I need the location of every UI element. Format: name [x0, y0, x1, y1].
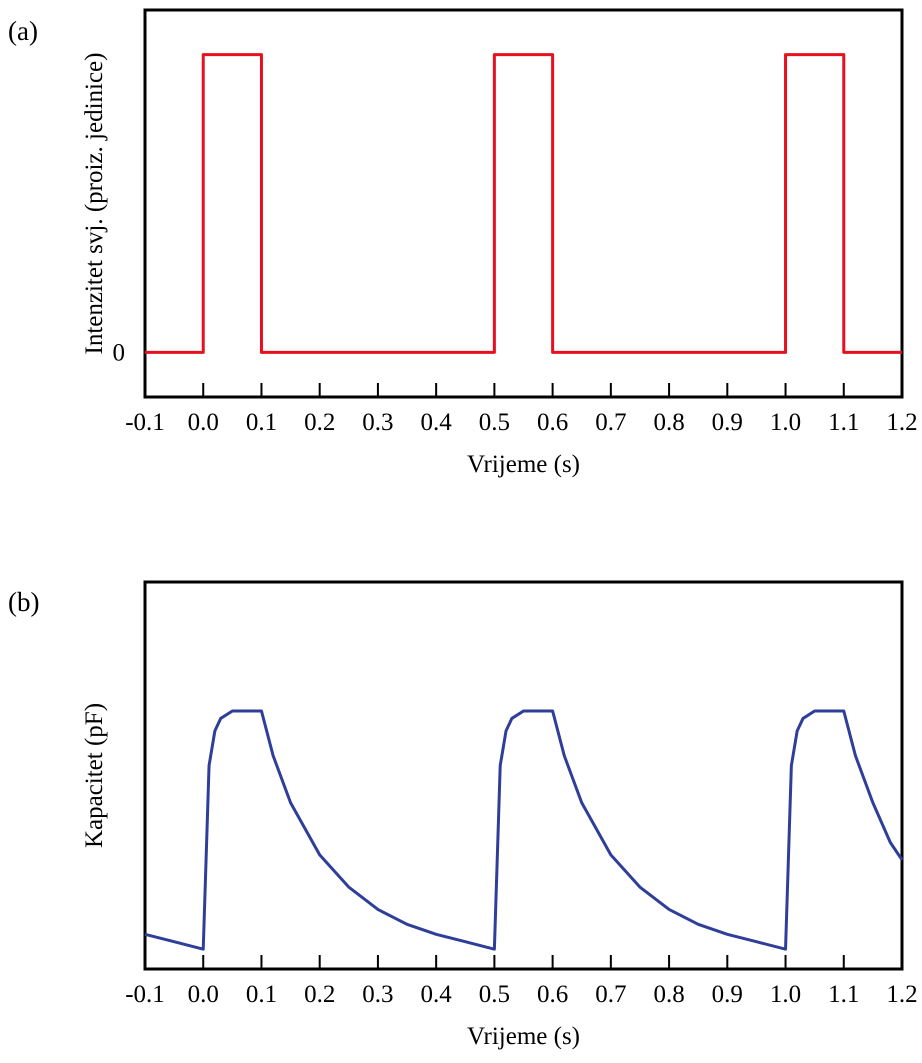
x-tick-label: -0.1 — [125, 981, 165, 1008]
series-line-1 — [145, 53, 902, 354]
x-tick-label: 0.8 — [653, 981, 684, 1008]
x-tick-label: 0.1 — [246, 409, 277, 436]
x-tick-label: 0.2 — [304, 409, 335, 436]
x-tick-label: 1.1 — [828, 409, 859, 436]
plot-frame — [143, 8, 904, 399]
chart-panel-1: (a) -0.1 0.0 0.1 0.2 0.3 0.4 0.5 0.6 0.7 0.8 0.9 1.0… — [8, 8, 918, 478]
x-tick-label: 0.9 — [712, 409, 743, 436]
x-tick-label: 1.1 — [828, 981, 859, 1008]
chart-panel-2: (b) -0.1 0.0 0.1 0.2 0.3 0.4 0.5 0.6 0.7 0.8 0.9 1.0… — [8, 580, 918, 1050]
x-tick-label: 0.7 — [595, 409, 626, 436]
x-tick-label: 1.2 — [886, 409, 917, 436]
x-tick-label: 0.5 — [479, 981, 510, 1008]
x-tick-label: 0.3 — [362, 981, 393, 1008]
x-axis-label: Vrijeme (s) — [467, 451, 580, 478]
plot-frame — [143, 580, 904, 971]
x-tick-label: 0.7 — [595, 981, 626, 1008]
y-axis-label: Kapacitet (pF) — [81, 703, 108, 848]
x-tick-label: 0.5 — [479, 409, 510, 436]
x-tick-label: 0.1 — [246, 981, 277, 1008]
x-tick-label: 0.0 — [188, 981, 219, 1008]
panel-label: (b) — [8, 587, 39, 617]
x-tick-label: 0.4 — [421, 981, 453, 1008]
x-tick-label: -0.1 — [125, 409, 165, 436]
x-tick-label: 0.0 — [188, 409, 219, 436]
x-tick-label: 0.8 — [653, 409, 684, 436]
panel-label: (a) — [8, 16, 38, 46]
y-tick-label: 0 — [113, 339, 126, 366]
series-line-1 — [144, 709, 904, 951]
x-tick-label: 1.2 — [886, 981, 917, 1008]
x-tick-label: 0.2 — [304, 981, 335, 1008]
x-tick-label: 1.0 — [770, 409, 801, 436]
x-tick-label: 0.3 — [362, 409, 393, 436]
x-tick-label: 0.9 — [712, 981, 743, 1008]
x-tick-label: 0.6 — [537, 981, 568, 1008]
x-tick-label: 1.0 — [770, 981, 801, 1008]
x-axis-label: Vrijeme (s) — [467, 1023, 580, 1050]
y-axis-label: Intenzitet svj. (proiz. jedinice) — [81, 53, 108, 355]
x-tick-label: 0.4 — [421, 409, 453, 436]
x-tick-label: 0.6 — [537, 409, 568, 436]
